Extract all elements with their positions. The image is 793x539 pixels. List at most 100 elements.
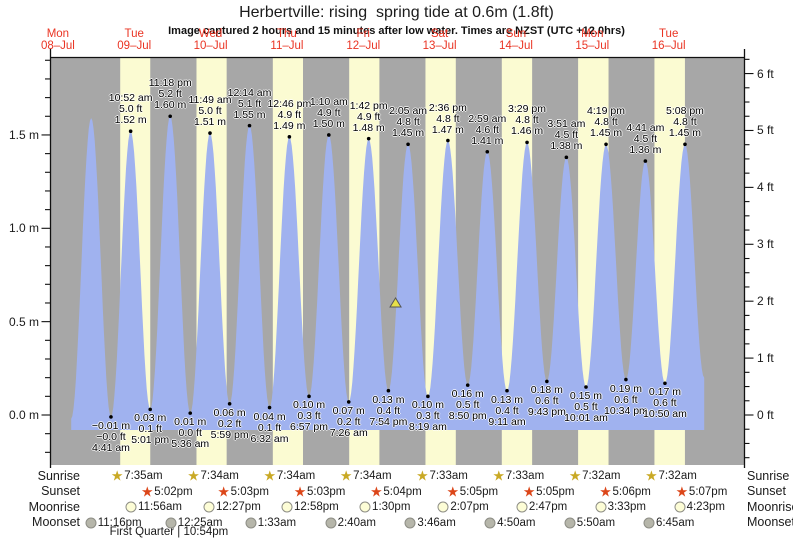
moonrise-time: 2:47pm (528, 501, 568, 513)
tide-extreme-dot (168, 114, 172, 119)
tide-extreme-dot (663, 381, 667, 386)
tide-extreme-dot (465, 383, 470, 387)
low-tide-annotation: 0.17 m 0.6 ft 10:50 am (643, 386, 687, 421)
sunrise-star-icon: ★ (187, 467, 200, 484)
tide-curve-area (71, 116, 705, 431)
moonset-time: 11:16pm (97, 516, 142, 529)
day-label: Fri 12–Jul (346, 28, 381, 52)
moonset-time: 4:50am (497, 516, 536, 529)
tide-extreme-dot (485, 149, 490, 154)
moonset-circle-icon (564, 517, 576, 528)
low-tide-annotation: 0.10 m 0.3 ft 6:57 pm (290, 399, 329, 434)
y-tick-label-metres: 1.5 m (8, 127, 39, 142)
y-tick-label-feet: 6 ft (757, 66, 774, 81)
low-tide-annotation: 0.06 m 0.2 ft 5:59 pm (210, 406, 249, 441)
high-tide-annotation: 2:59 am 4.6 ft 1.41 m (468, 112, 507, 147)
tide-extreme-dot (446, 138, 450, 143)
tide-extreme-dot (624, 377, 628, 382)
moonrise-circle-icon (674, 501, 686, 513)
tide-extreme-dot (188, 411, 193, 415)
sunrise-time: 7:32am (658, 470, 697, 482)
tide-extreme-dot (148, 407, 153, 412)
moonrise-circle-icon (203, 501, 215, 513)
moonset-circle-icon (404, 517, 416, 528)
moonrise-circle-icon (125, 501, 137, 513)
tide-extreme-dot (643, 159, 648, 163)
day-label: Thu 11–Jul (270, 28, 304, 52)
sunset-star-icon: ★ (140, 483, 154, 500)
moonset-time: 1:33am (257, 516, 297, 529)
high-tide-annotation: 2:36 pm 4.8 ft 1.47 m (428, 101, 467, 136)
sunrise-star-icon: ★ (568, 467, 582, 484)
moonset-row-label-left: Moonset (32, 515, 80, 529)
y-tick-label-metres: 0.5 m (8, 314, 39, 329)
tide-extreme-dot (327, 133, 331, 137)
y-tick-label-feet: 3 ft (757, 237, 774, 252)
y-tick-label-feet: 0 ft (757, 408, 774, 422)
sunset-time: 5:03pm (306, 485, 346, 498)
sunrise-time: 7:33am (505, 470, 545, 482)
tide-extreme-dot (287, 135, 292, 139)
tide-extreme-dot (346, 400, 351, 404)
moonset-circle-icon (85, 517, 97, 528)
moonset-circle-icon (643, 517, 655, 528)
moonrise-time: 12:58pm (294, 501, 339, 513)
moonset-time: 3:46am (417, 516, 456, 529)
moonrise-row-label-right: Moonrise (747, 500, 793, 514)
sunrise-row-label-left: Sunrise (37, 469, 80, 483)
tide-extreme-dot (208, 131, 212, 135)
moonset-time: 5:50am (576, 516, 616, 529)
tide-extreme-dot (505, 388, 509, 393)
tide-extreme-dot (564, 155, 569, 160)
sunrise-star-icon: ★ (263, 467, 277, 484)
moonset-row-label-right: Moonset (747, 515, 793, 529)
sunrise-star-icon: ★ (416, 467, 429, 484)
y-tick-label-feet: 5 ft (757, 123, 774, 138)
sunrise-time: 7:34am (353, 470, 392, 482)
moonset-circle-icon (165, 517, 177, 528)
sunrise-time: 7:32am (582, 470, 621, 482)
sunset-row-label-left: Sunset (41, 484, 80, 498)
high-tide-annotation: 5:08 pm 4.8 ft 1.45 m (665, 105, 704, 140)
low-tide-annotation: 0.04 m 0.1 ft 6:32 am (250, 410, 289, 445)
current-tide-marker (389, 297, 402, 308)
low-tide-annotation: 0.18 m 0.6 ft 9:43 pm (527, 384, 566, 419)
high-tide-annotation: 1:42 pm 4.9 ft 1.48 m (349, 99, 388, 134)
moonrise-time: 4:23pm (686, 501, 725, 513)
high-tide-annotation: 4:41 am 4.5 ft 1.36 m (626, 122, 665, 157)
day-label: Sun 14–Jul (499, 28, 533, 52)
high-tide-annotation: 12:46 pm 4.9 ft 1.49 m (267, 97, 312, 132)
tide-extreme-dot (128, 129, 133, 134)
tide-extreme-dot (426, 394, 430, 399)
tide-extreme-dot (307, 394, 311, 399)
sunset-time: 5:07pm (688, 485, 728, 498)
sunrise-time: 7:34am (200, 470, 239, 482)
moonrise-time: 3:33pm (607, 501, 646, 513)
high-tide-annotation: 3:51 am 4.5 ft 1.38 m (547, 118, 586, 153)
moonset-time: 2:40am (337, 516, 376, 529)
low-tide-annotation: 0.13 m 0.4 ft 9:11 am (488, 393, 526, 428)
high-tide-annotation: 3:29 pm 4.8 ft 1.46 m (508, 103, 547, 138)
sunset-time: 5:05pm (536, 485, 575, 498)
tide-extreme-dot (584, 385, 588, 389)
sunset-star-icon: ★ (293, 483, 307, 500)
sunrise-time: 7:35am (124, 470, 163, 482)
sunset-star-icon: ★ (522, 483, 536, 500)
high-tide-annotation: 2:05 am 4.8 ft 1.45 m (389, 105, 428, 140)
day-label: Tue 09–Jul (117, 28, 152, 52)
high-tide-annotation: 11:18 pm 5.2 ft 1.60 m (148, 77, 192, 112)
sunrise-star-icon: ★ (339, 467, 353, 484)
moonset-circle-icon (245, 517, 257, 528)
sunrise-star-icon: ★ (110, 467, 124, 484)
tide-extreme-dot (227, 401, 232, 406)
low-tide-annotation: −0.01 m −0.0 ft 4:41 am (91, 419, 131, 454)
low-tide-annotation: 0.13 m 0.4 ft 7:54 pm (369, 393, 408, 428)
tide-extreme-dot (366, 136, 371, 141)
sunset-time: 5:03pm (230, 485, 269, 498)
y-tick-label-metres: 0.0 m (8, 408, 39, 422)
low-tide-annotation: 0.01 m 0.0 ft 5:36 am (171, 416, 210, 451)
day-label: Wed 10–Jul (193, 28, 228, 52)
sunset-star-icon: ★ (675, 483, 689, 500)
y-tick-label-feet: 1 ft (757, 351, 774, 366)
